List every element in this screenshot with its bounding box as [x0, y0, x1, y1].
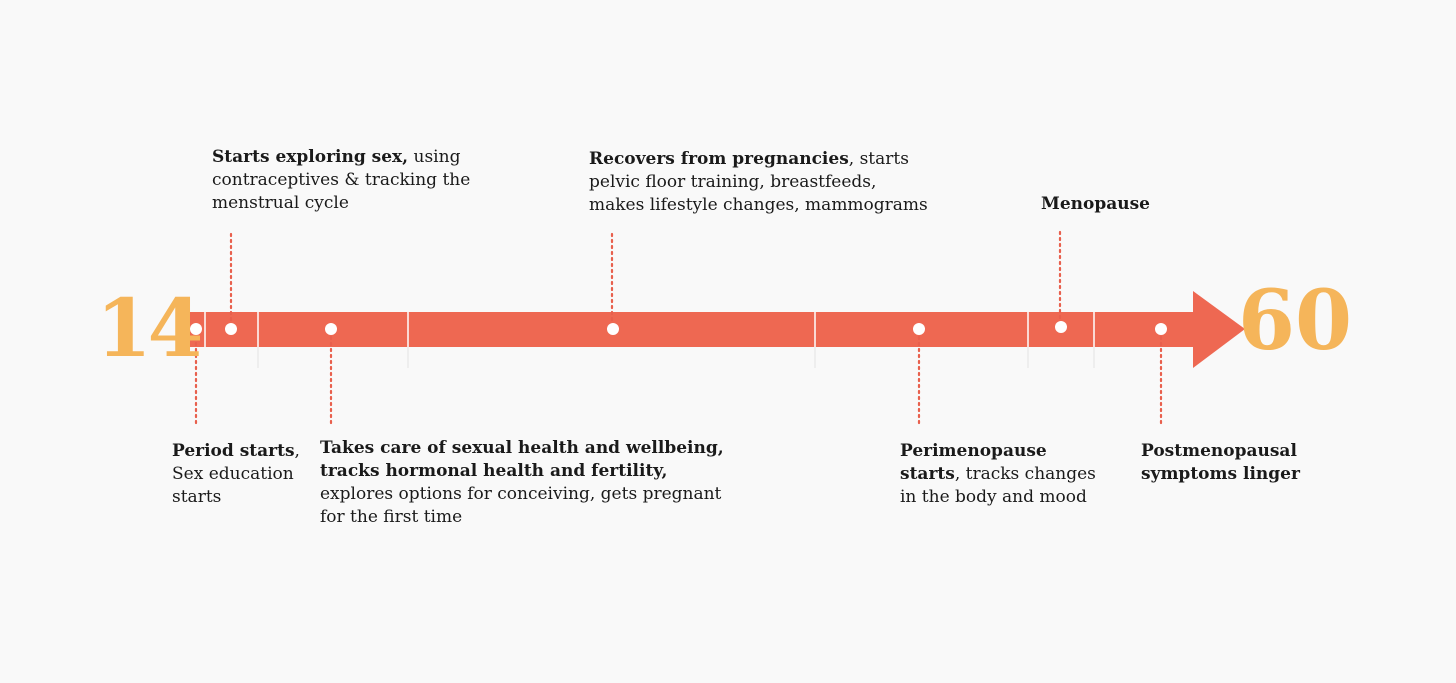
event-title: Menopause — [1041, 194, 1150, 214]
event-label-recovers: Recovers from pregnancies, starts pelvic… — [589, 148, 934, 217]
timeline-bar — [188, 312, 1200, 347]
milestone-dot-perimenopause — [913, 323, 925, 335]
milestone-dot-recovers — [607, 323, 619, 335]
milestone-dots — [190, 321, 1167, 335]
event-title: Starts exploring sex, — [212, 147, 409, 167]
milestone-dot-exploring — [225, 323, 237, 335]
event-title: Perimenopause starts — [900, 441, 1047, 484]
start-age-label: 14 — [96, 281, 203, 375]
milestone-dot-period — [190, 323, 202, 335]
divider-ticks — [257, 347, 1095, 368]
event-label-perimenopause: Perimenopause starts, tracks changes in … — [900, 440, 1105, 509]
timeline-arrow — [188, 291, 1245, 368]
milestone-dot-care — [325, 323, 337, 335]
milestone-dot-menopause — [1055, 321, 1067, 333]
event-label-exploring: Starts exploring sex, using contraceptiv… — [212, 146, 482, 215]
event-label-care: Takes care of sexual health and wellbein… — [320, 437, 725, 529]
arrow-head-icon — [1193, 291, 1245, 368]
end-age-label: 60 — [1238, 273, 1353, 369]
connectors — [194, 230, 1163, 428]
event-description: explores options for conceiving, gets pr… — [320, 484, 722, 527]
event-title: Period starts — [172, 441, 295, 461]
event-title: Postmenopausal symptoms linger — [1141, 441, 1300, 484]
segment-dividers — [204, 312, 1095, 347]
event-title: Recovers from pregnancies — [589, 149, 849, 169]
event-description: , starts pelvic floor training, breastfe… — [589, 149, 928, 215]
event-label-period: Period starts, Sex education starts — [172, 440, 300, 509]
event-label-postmenopause: Postmenopausal symptoms linger — [1141, 440, 1326, 486]
event-description: , Sex education starts — [172, 441, 300, 507]
event-description: using contraceptives & tracking the mens… — [212, 147, 471, 213]
event-description: , tracks changes in the body and mood — [900, 464, 1096, 507]
milestone-dot-postmenopause — [1155, 323, 1167, 335]
event-label-menopause: Menopause — [1041, 193, 1201, 216]
event-title: Takes care of sexual health and wellbein… — [320, 438, 724, 481]
